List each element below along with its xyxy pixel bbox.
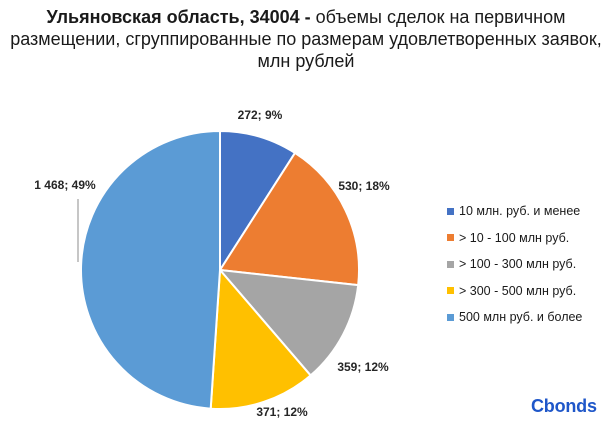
pie-slice-5 — [80, 130, 221, 410]
legend-swatch — [447, 313, 454, 321]
legend-label: > 10 - 100 млн руб. — [459, 230, 570, 245]
legend-swatch — [447, 207, 454, 215]
legend-label: > 300 - 500 млн руб. — [459, 283, 577, 298]
legend-item-2: > 10 - 100 млн руб. — [447, 225, 612, 252]
chart-legend: 10 млн. руб. и менее > 10 - 100 млн руб. >… — [447, 198, 612, 331]
data-label-5: 1 468; 49% — [34, 178, 96, 192]
data-label-4: 371; 12% — [256, 405, 308, 419]
legend-label: 500 млн руб. и более — [459, 310, 583, 325]
data-label-1: 272; 9% — [238, 108, 283, 122]
data-label-3: 359; 12% — [337, 360, 389, 374]
legend-swatch — [447, 260, 454, 268]
pie-slice-2 — [219, 151, 360, 287]
chart-title-rest: объемы сделок на первичном размещении, с… — [10, 7, 602, 71]
legend-swatch — [447, 234, 454, 242]
data-label-2: 530; 18% — [338, 179, 390, 193]
chart-title-bold: Ульяновская область, 34004 - — [46, 7, 311, 27]
legend-swatch — [447, 287, 454, 295]
legend-label: 10 млн. руб. и менее — [459, 204, 581, 219]
legend-item-5: 500 млн руб. и более — [447, 304, 612, 331]
cbonds-logo: Cbonds — [531, 396, 597, 416]
chart-title: Ульяновская область, 34004 - объемы сдел… — [0, 6, 612, 72]
pie-slice-3 — [219, 269, 360, 377]
legend-label: > 100 - 300 млн руб. — [459, 257, 577, 272]
pie-slice-4 — [209, 269, 312, 410]
legend-item-4: > 300 - 500 млн руб. — [447, 278, 612, 305]
legend-item-1: 10 млн. руб. и менее — [447, 198, 612, 225]
pie-slice-1 — [219, 130, 296, 271]
legend-item-3: > 100 - 300 млн руб. — [447, 251, 612, 278]
